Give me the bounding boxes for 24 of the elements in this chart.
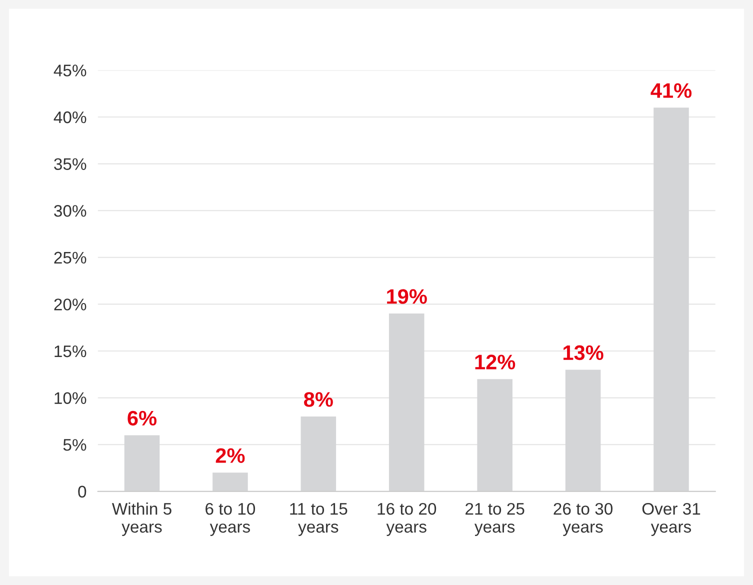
data-label: 2% (216, 448, 245, 463)
y-tick-label: 35% (54, 158, 86, 170)
y-tick-label: 40% (54, 111, 86, 124)
y-tick-label: 10% (54, 392, 86, 404)
data-label: 6% (128, 410, 156, 426)
data-label: 8% (304, 392, 333, 407)
y-tick-label: 0 (78, 486, 86, 498)
x-tick-label: 6 to 10 years (206, 502, 256, 536)
y-tick-label: 30% (54, 205, 86, 217)
x-tick-label: 11 to 15 years (290, 503, 348, 536)
data-label: 41% (650, 83, 692, 98)
x-tick-label: Within 5 years (112, 502, 172, 536)
y-tick-label: 45% (54, 64, 86, 76)
x-tick-label: 26 to 30 years (554, 502, 613, 536)
x-tick-label: 16 to 20 years (378, 502, 436, 536)
data-label: 12% (475, 354, 516, 370)
y-tick-label: 15% (54, 345, 86, 358)
y-tick-label: 25% (54, 252, 86, 264)
x-tick-label: Over 31 years (642, 502, 700, 536)
y-tick-label: 20% (54, 298, 86, 310)
data-label: 13% (564, 345, 604, 360)
y-tick-label: 5% (63, 439, 86, 451)
x-tick-label: 21 to 25 years (466, 502, 524, 536)
data-label: 19% (387, 289, 427, 304)
